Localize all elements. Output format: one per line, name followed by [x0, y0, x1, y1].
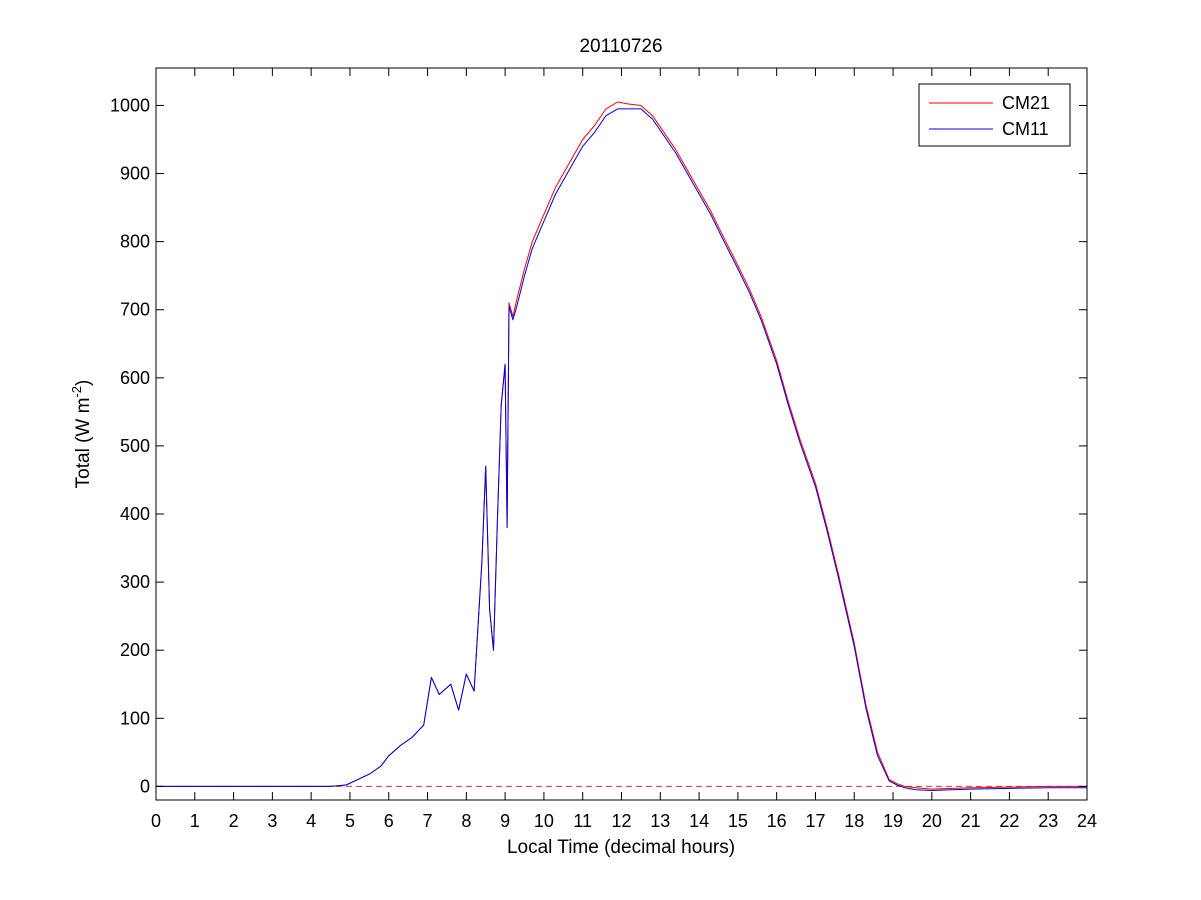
x-tick-label: 3: [267, 811, 277, 831]
y-tick-label: 600: [120, 368, 150, 388]
x-tick-label: 6: [384, 811, 394, 831]
x-tick-label: 21: [961, 811, 981, 831]
y-axis-ticks: 0 100 200 300 400 500 600 700 800 900 1000: [110, 95, 1087, 796]
x-axis-label: Local Time (decimal hours): [507, 837, 735, 858]
x-tick-label: 5: [345, 811, 355, 831]
series-line-cm11: [156, 108, 1087, 791]
x-tick-label: 9: [500, 811, 510, 831]
x-tick-label: 7: [423, 811, 433, 831]
x-tick-label: 15: [728, 811, 748, 831]
y-tick-label: 500: [120, 436, 150, 456]
x-tick-label: 12: [611, 811, 631, 831]
y-tick-label: 900: [120, 164, 150, 184]
series-group: [156, 101, 1087, 791]
y-tick-label: 100: [120, 708, 150, 728]
x-tick-label: 4: [306, 811, 316, 831]
x-tick-label: 8: [461, 811, 471, 831]
x-tick-label: 23: [1038, 811, 1058, 831]
y-axis-label: Total (W m-2): [69, 380, 94, 489]
x-tick-label: 14: [689, 811, 709, 831]
legend: CM21 CM11: [918, 83, 1071, 147]
y-tick-label: 400: [120, 504, 150, 524]
legend-label-cm21: CM21: [1002, 93, 1050, 113]
x-tick-label: 1: [190, 811, 200, 831]
x-tick-label: 18: [844, 811, 864, 831]
x-tick-label: 13: [650, 811, 670, 831]
x-tick-label: 0: [151, 811, 161, 831]
x-tick-label: 19: [883, 811, 903, 831]
x-tick-label: 22: [999, 811, 1019, 831]
x-axis-ticks: 0 1 2 3 4 5 6 7 8 9 10 11 12 13 14 15 16 17 18 19 20 21 22 23 24: [151, 68, 1097, 831]
x-tick-label: 2: [229, 811, 239, 831]
chart-title: 20110726: [579, 36, 662, 57]
y-tick-label: 700: [120, 300, 150, 320]
x-tick-label: 24: [1077, 811, 1097, 831]
x-tick-label: 16: [767, 811, 787, 831]
y-tick-label: 800: [120, 232, 150, 252]
y-tick-label: 1000: [110, 95, 150, 115]
x-tick-label: 17: [805, 811, 825, 831]
legend-label-cm11: CM11: [1002, 119, 1049, 139]
plot-area: [155, 67, 1088, 801]
x-tick-label: 11: [573, 811, 592, 831]
y-tick-label: 0: [140, 776, 150, 796]
y-tick-label: 200: [120, 640, 150, 660]
axes-box: [155, 67, 1088, 801]
y-axis-label-end: ): [73, 380, 94, 386]
x-tick-label: 20: [922, 811, 942, 831]
x-tick-label: 10: [534, 811, 554, 831]
legend-box: [918, 83, 1071, 147]
y-axis-label-main: Total (W m: [73, 398, 94, 489]
y-tick-label: 300: [120, 572, 150, 592]
y-axis-label-superscript: -2: [69, 386, 84, 398]
